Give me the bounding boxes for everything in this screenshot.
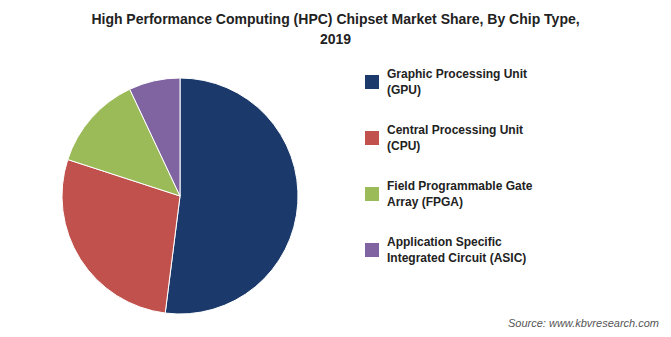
legend-swatch xyxy=(365,75,379,89)
subtitle: 2019 xyxy=(320,31,351,47)
chart-svg: High Performance Computing (HPC) Chipset… xyxy=(0,0,671,337)
chart-container: High Performance Computing (HPC) Chipset… xyxy=(0,0,671,337)
annotation: Source: www.kbvresearch.com xyxy=(508,317,659,329)
legend-swatch xyxy=(365,131,379,145)
legend-swatch xyxy=(365,243,379,257)
legend-label: Graphic Processing Unit(GPU) xyxy=(387,67,527,97)
legend-label: Field Programmable GateArray (FPGA) xyxy=(387,179,533,209)
title: High Performance Computing (HPC) Chipset… xyxy=(91,11,579,27)
pie-slice xyxy=(165,78,298,314)
pie xyxy=(62,78,298,314)
pie-slice xyxy=(130,78,180,196)
legend-swatch xyxy=(365,187,379,201)
legend-label: Application SpecificIntegrated Circuit (… xyxy=(387,235,526,265)
legend-label: Central Processing Unit(CPU) xyxy=(387,123,523,153)
legend: Graphic Processing Unit(GPU) Central Proc… xyxy=(365,67,533,265)
